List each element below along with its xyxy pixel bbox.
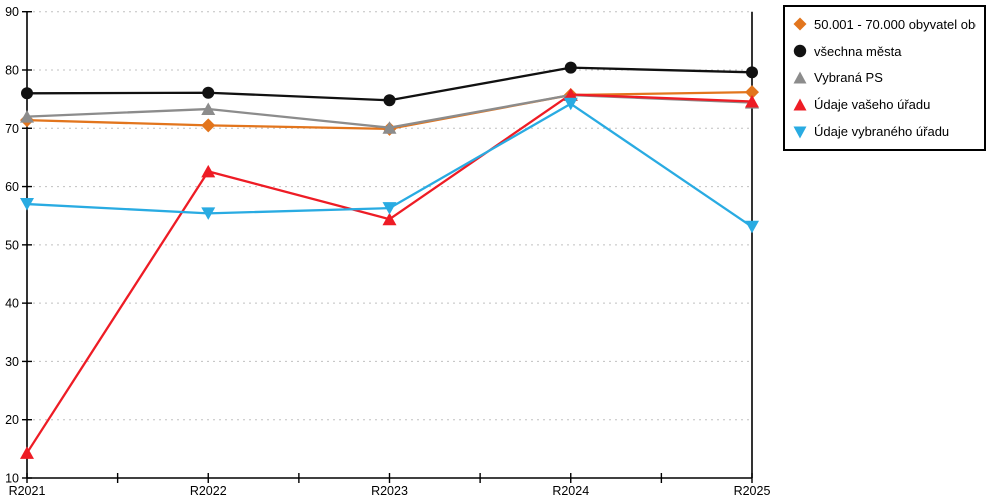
- x-tick-label: R2025: [734, 484, 771, 498]
- triangle-down-icon: [793, 126, 807, 139]
- y-tick-label: 40: [5, 297, 19, 311]
- y-tick-label: 70: [5, 122, 19, 136]
- x-tick-label: R2021: [9, 484, 46, 498]
- legend-label: Údaje vašeho úřadu: [814, 97, 931, 113]
- legend-item-all-cities[interactable]: všechna města: [793, 44, 976, 59]
- y-axis-ticks: 10 20 30 40 50 60 70 80 90: [5, 5, 32, 486]
- series-3: [20, 87, 759, 459]
- y-tick-label: 30: [5, 355, 19, 369]
- triangle-up-icon: [793, 71, 807, 84]
- y-tick-label: 80: [5, 63, 19, 77]
- diamond-icon: [793, 17, 807, 31]
- y-tick-label: 90: [5, 5, 19, 19]
- legend-label: 50.001 - 70.000 obyvatel obc...: [814, 16, 976, 32]
- legend-item-selected-office[interactable]: Údaje vybraného úřadu: [793, 124, 976, 139]
- x-tick-label: R2024: [552, 484, 589, 498]
- legend-item-your-office[interactable]: Údaje vašeho úřadu: [793, 97, 976, 112]
- y-tick-label: 10: [5, 472, 19, 486]
- x-tick-label: R2023: [371, 484, 408, 498]
- series-4: [20, 97, 759, 234]
- legend-label: Vybraná PS: [814, 70, 883, 86]
- y-tick-label: 20: [5, 413, 19, 427]
- x-tick-label: R2022: [190, 484, 227, 498]
- legend-label: všechna města: [814, 43, 902, 59]
- legend-item-selected-ps[interactable]: Vybraná PS: [793, 70, 976, 85]
- legend-label: Údaje vybraného úřadu: [814, 124, 950, 140]
- chart-legend: 50.001 - 70.000 obyvatel obc... všechna …: [783, 5, 986, 151]
- legend-item-population-band[interactable]: 50.001 - 70.000 obyvatel obc...: [793, 17, 976, 32]
- gridlines: [27, 11, 752, 421]
- triangle-up-icon: [793, 98, 807, 111]
- y-tick-label: 60: [5, 180, 19, 194]
- y-tick-label: 50: [5, 238, 19, 252]
- series-1: [21, 61, 758, 107]
- x-axis-ticks: R2021 R2022 R2023 R2024 R2025: [9, 473, 771, 498]
- circle-icon: [793, 44, 807, 58]
